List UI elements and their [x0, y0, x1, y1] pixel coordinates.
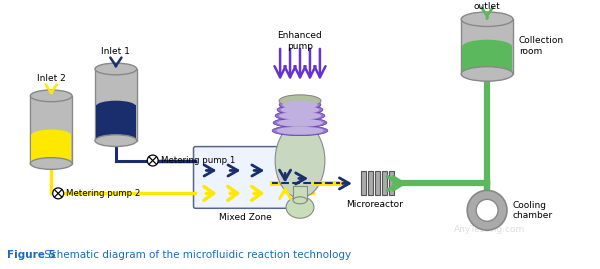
Ellipse shape: [272, 126, 328, 136]
Ellipse shape: [31, 158, 72, 169]
Ellipse shape: [275, 123, 325, 198]
Text: Schematic diagram of the microfluidic reaction technology: Schematic diagram of the microfluidic re…: [41, 250, 352, 260]
Bar: [31, 96, 72, 164]
Text: AnyTesting.com: AnyTesting.com: [454, 225, 525, 234]
Text: Cooling
chamber: Cooling chamber: [513, 201, 553, 220]
Bar: [389, 171, 394, 195]
Circle shape: [467, 190, 507, 230]
Text: Inlet 2: Inlet 2: [37, 74, 65, 83]
Bar: [462, 45, 512, 73]
Ellipse shape: [461, 12, 513, 26]
Ellipse shape: [273, 118, 327, 128]
Text: outlet: outlet: [474, 2, 500, 11]
Ellipse shape: [31, 130, 71, 141]
Ellipse shape: [275, 111, 325, 121]
Ellipse shape: [281, 106, 319, 114]
Text: Metering pump 2: Metering pump 2: [66, 189, 140, 198]
Ellipse shape: [279, 112, 321, 120]
Ellipse shape: [95, 135, 137, 147]
Ellipse shape: [286, 196, 314, 218]
Text: Enhanced
pump: Enhanced pump: [278, 31, 322, 51]
Ellipse shape: [279, 95, 321, 107]
Ellipse shape: [96, 101, 136, 112]
Ellipse shape: [461, 67, 513, 81]
Ellipse shape: [282, 101, 318, 109]
Bar: [368, 171, 373, 195]
Ellipse shape: [31, 90, 72, 102]
Text: Figure 5: Figure 5: [7, 250, 56, 260]
Ellipse shape: [293, 197, 307, 204]
Bar: [293, 186, 307, 200]
Bar: [461, 19, 513, 74]
Ellipse shape: [277, 127, 323, 135]
Text: Microreactor: Microreactor: [346, 200, 403, 209]
Bar: [95, 69, 137, 141]
Text: 嘉峪检测网: 嘉峪检测网: [473, 209, 506, 219]
Text: Mixed Zone: Mixed Zone: [219, 213, 272, 222]
Bar: [361, 171, 365, 195]
Circle shape: [53, 188, 64, 199]
Ellipse shape: [279, 100, 321, 110]
Text: Inlet 1: Inlet 1: [101, 47, 130, 56]
Text: Metering pump 1: Metering pump 1: [161, 156, 235, 165]
Circle shape: [476, 199, 498, 221]
Ellipse shape: [95, 63, 137, 75]
Ellipse shape: [277, 105, 323, 115]
Bar: [374, 171, 380, 195]
Text: Collection
room: Collection room: [519, 36, 564, 56]
FancyBboxPatch shape: [194, 147, 297, 208]
Bar: [382, 171, 386, 195]
Ellipse shape: [462, 40, 512, 54]
Circle shape: [147, 155, 158, 166]
Bar: [31, 134, 71, 162]
Bar: [96, 105, 136, 140]
Ellipse shape: [277, 119, 323, 127]
